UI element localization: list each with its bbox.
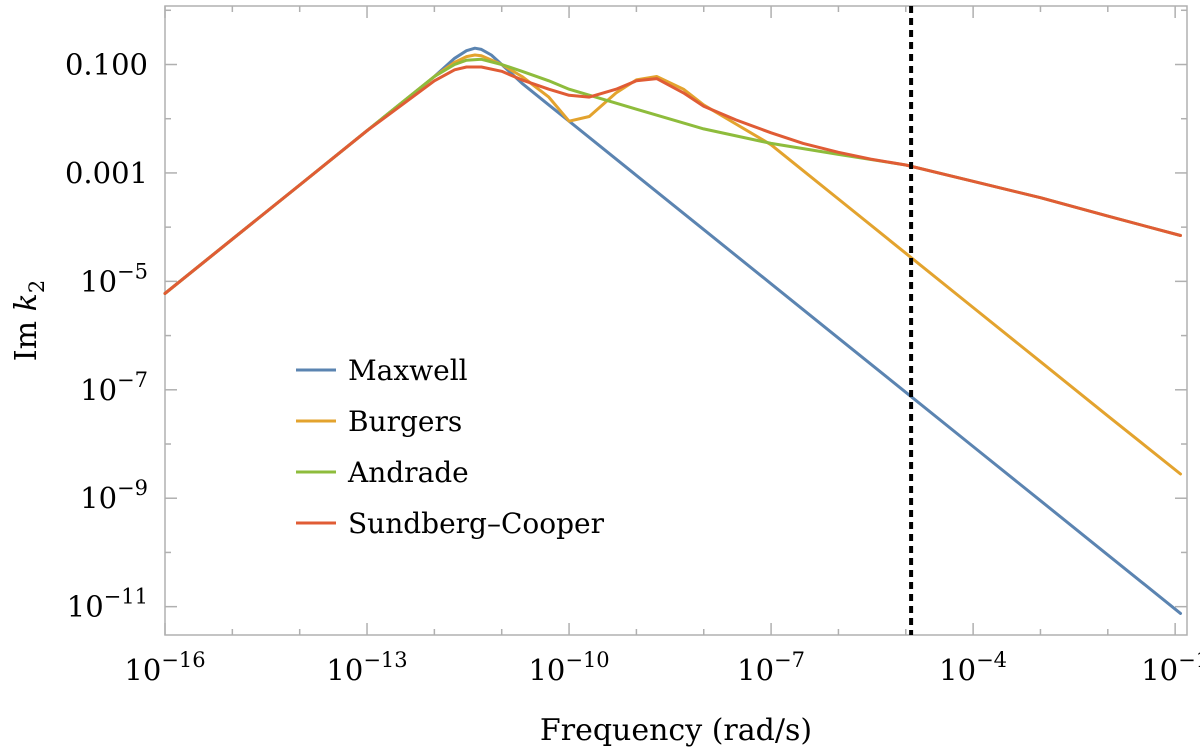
x-tick-label: 10−10: [528, 648, 609, 687]
y-tick-label: 0.100: [65, 48, 148, 82]
legend: Maxwell Burgers Andrade Sundberg–Cooper: [296, 354, 605, 540]
x-tick-label: 10−16: [124, 648, 205, 687]
x-tick-label: 10−4: [939, 648, 1007, 687]
y-axis-label: Im k2: [9, 280, 49, 361]
y-tick-label: 10−5: [80, 259, 148, 298]
tick-marks: [164, 6, 1187, 635]
plot-frame: [164, 5, 1188, 636]
x-axis-label: Frequency (rad/s): [540, 713, 812, 748]
series-line-0: [163, 46, 1182, 615]
legend-label: Maxwell: [348, 354, 468, 387]
series-lines: [163, 46, 1182, 615]
x-tick-label: 10−13: [326, 648, 407, 687]
legend-label: Sundberg–Cooper: [348, 507, 605, 540]
x-tick-label: 10−7: [737, 648, 805, 687]
legend-label: Burgers: [348, 405, 462, 438]
y-tick-label: 10−9: [80, 476, 148, 515]
legend-label: Andrade: [347, 456, 469, 489]
series-line-2: [163, 57, 1182, 295]
y-tick-label: 10−7: [80, 368, 148, 407]
y-tick-label: 0.001: [65, 156, 148, 190]
series-line-1: [163, 53, 1182, 476]
series-line-3: [163, 65, 1182, 295]
y-tick-label: 10−11: [67, 585, 148, 624]
x-tick-label: 10−1: [1141, 648, 1200, 687]
tick-labels: 10−16 10−13 10−10 10−7 10−4 10−1 0.100 0.001 10−…: [65, 48, 1200, 687]
